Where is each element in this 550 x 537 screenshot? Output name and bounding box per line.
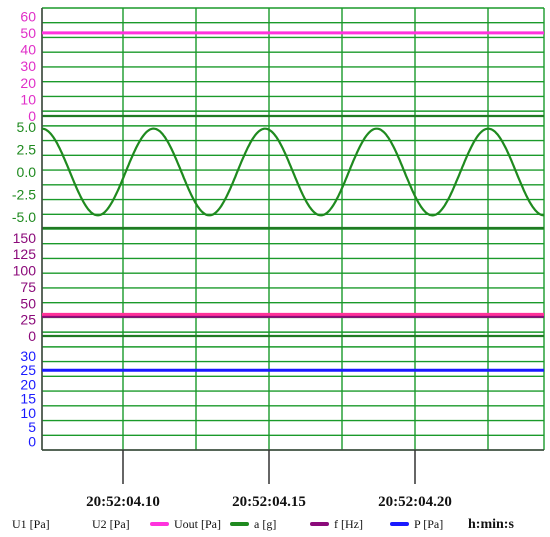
y-tick-label-f: 125 xyxy=(13,246,37,262)
y-tick-label-p: 25 xyxy=(20,362,36,378)
legend-label: U2 [Pa] xyxy=(92,517,130,531)
y-tick-label-f: 0 xyxy=(28,328,36,344)
y-tick-label-p: 20 xyxy=(20,376,36,392)
x-tick-label: 20:52:04.15 xyxy=(232,494,306,510)
legend-item: U1 [Pa] xyxy=(12,517,50,531)
y-tick-label-f: 100 xyxy=(13,263,37,279)
legend-label: P [Pa] xyxy=(414,517,443,531)
legend-label: U1 [Pa] xyxy=(12,517,50,531)
y-tick-label-p: 10 xyxy=(20,405,36,421)
legend-label: f [Hz] xyxy=(334,517,363,531)
y-tick-label-f: 150 xyxy=(13,230,37,246)
y-tick-label-f: 50 xyxy=(20,295,36,311)
legend-item: f [Hz] xyxy=(310,517,363,531)
legend-label: Uout [Pa] xyxy=(174,517,221,531)
y-tick-label-p: 15 xyxy=(20,391,36,407)
series-line-a-g- xyxy=(41,127,545,217)
y-tick-label-p: 5 xyxy=(28,419,36,435)
y-tick-label-uout: 10 xyxy=(20,91,36,107)
y-tick-label-f: 75 xyxy=(20,279,36,295)
y-tick-label-a: 0.0 xyxy=(17,164,37,180)
legend-item: a [g] xyxy=(230,517,276,531)
time-unit-label: h:min:s xyxy=(468,517,514,532)
legend-item: Uout [Pa] xyxy=(150,517,221,531)
y-tick-label-a: -5.0 xyxy=(12,209,36,225)
y-tick-label-f: 25 xyxy=(20,312,36,328)
y-tick-label-uout: 30 xyxy=(20,58,36,74)
x-tick-label: 20:52:04.10 xyxy=(86,494,160,510)
y-tick-label-uout: 20 xyxy=(20,75,36,91)
y-tick-label-a: -2.5 xyxy=(12,187,36,203)
y-tick-label-uout: 60 xyxy=(20,8,36,24)
y-tick-label-p: 0 xyxy=(28,433,36,449)
x-tick-label: 20:52:04.20 xyxy=(378,494,452,510)
y-tick-label-a: 5.0 xyxy=(17,119,37,135)
y-tick-label-uout: 40 xyxy=(20,42,36,58)
legend-item: P [Pa] xyxy=(390,517,443,531)
legend-item: U2 [Pa] xyxy=(92,517,130,531)
y-tick-label-p: 30 xyxy=(20,348,36,364)
legend-label: a [g] xyxy=(254,517,276,531)
y-tick-label-uout: 0 xyxy=(28,108,36,124)
y-tick-label-uout: 50 xyxy=(20,25,36,41)
y-tick-label-a: 2.5 xyxy=(17,141,37,157)
